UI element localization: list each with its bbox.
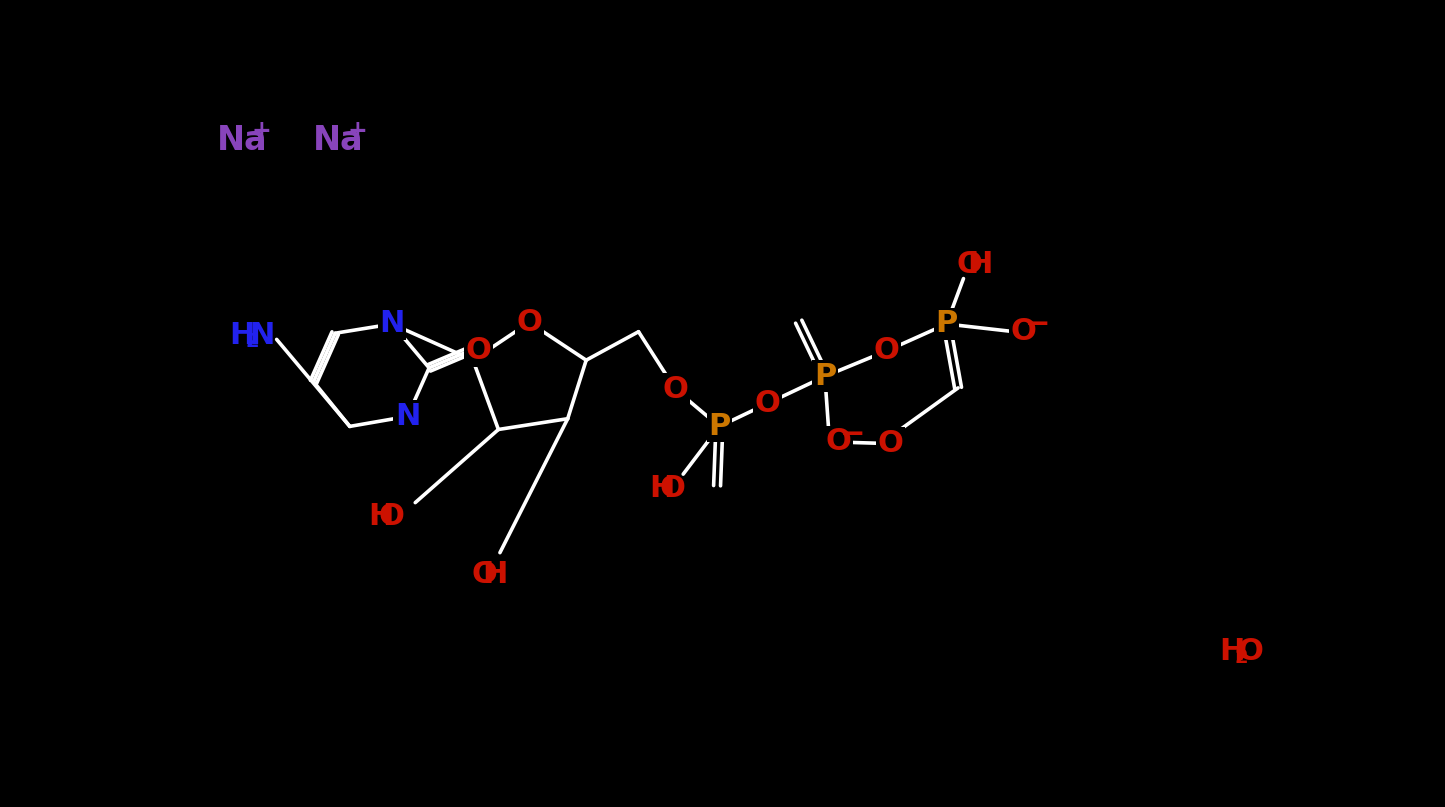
- Text: H: H: [1218, 637, 1244, 666]
- Text: O: O: [663, 375, 688, 404]
- Text: O: O: [825, 427, 851, 456]
- Text: P: P: [708, 412, 731, 441]
- Text: N: N: [380, 310, 405, 338]
- Text: O: O: [1238, 637, 1263, 666]
- Text: P: P: [935, 310, 958, 338]
- Text: O: O: [379, 502, 405, 531]
- Text: 2: 2: [1234, 648, 1248, 667]
- Text: P: P: [814, 362, 837, 391]
- Text: −: −: [840, 420, 866, 449]
- Text: H: H: [368, 502, 393, 531]
- Text: O: O: [874, 337, 899, 366]
- Text: 2: 2: [246, 332, 260, 351]
- Text: H: H: [649, 474, 675, 503]
- Text: O: O: [465, 337, 491, 366]
- Text: +: +: [348, 119, 367, 144]
- Text: O: O: [957, 250, 983, 279]
- Text: H: H: [968, 250, 993, 279]
- Text: H: H: [230, 321, 254, 350]
- Text: O: O: [1010, 317, 1036, 346]
- Text: N: N: [250, 321, 275, 350]
- Text: +: +: [251, 119, 272, 144]
- Text: O: O: [754, 389, 780, 418]
- Text: H: H: [483, 560, 509, 589]
- Text: N: N: [394, 402, 420, 431]
- Text: O: O: [877, 429, 903, 458]
- Text: Na: Na: [217, 124, 267, 157]
- Text: O: O: [516, 308, 542, 337]
- Text: O: O: [659, 474, 685, 503]
- Text: O: O: [471, 560, 497, 589]
- Text: −: −: [1025, 310, 1051, 339]
- Text: Na: Na: [314, 124, 364, 157]
